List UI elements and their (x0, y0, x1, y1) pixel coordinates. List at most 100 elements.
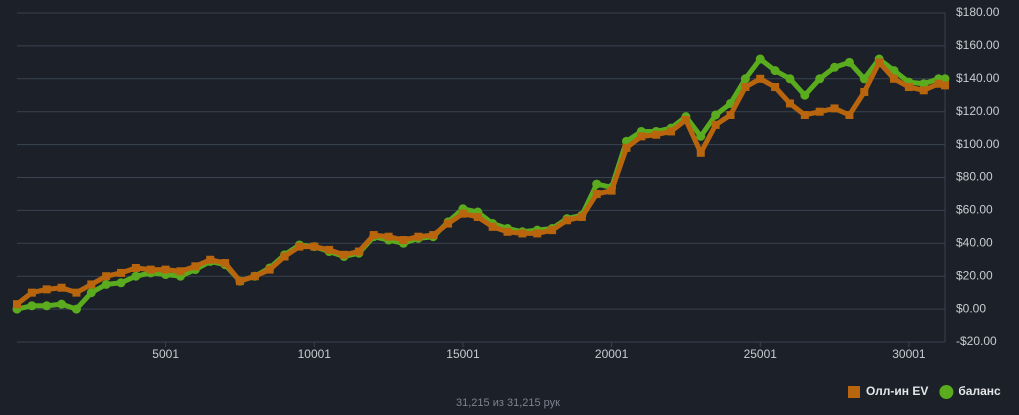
marker (518, 229, 527, 238)
marker (444, 219, 453, 228)
marker (533, 229, 542, 238)
marker (235, 277, 244, 286)
marker (399, 236, 408, 245)
marker (57, 283, 66, 292)
marker (72, 288, 81, 297)
legend-label: баланс (958, 384, 1001, 398)
y-tick-label: $120.00 (956, 104, 1000, 118)
y-tick-label: $80.00 (956, 170, 993, 184)
marker (726, 110, 735, 119)
marker (607, 186, 616, 195)
marker (87, 280, 96, 289)
y-tick-label: $100.00 (956, 137, 1000, 151)
marker (756, 74, 765, 83)
marker (42, 285, 51, 294)
marker (755, 54, 765, 64)
marker (785, 99, 794, 108)
marker (800, 110, 809, 119)
x-tick-label: 10001 (298, 347, 332, 361)
marker (845, 110, 854, 119)
marker (830, 104, 839, 113)
marker (27, 301, 37, 311)
marker (116, 278, 126, 288)
marker (310, 242, 319, 251)
x-tick-label: 30001 (892, 347, 926, 361)
legend-label: Олл-ин EV (866, 384, 928, 398)
marker (71, 304, 81, 314)
marker (503, 227, 512, 236)
marker (622, 143, 631, 152)
marker (860, 87, 869, 96)
x-tick-label: 20001 (595, 347, 629, 361)
marker (429, 231, 438, 240)
marker (934, 79, 943, 88)
marker (875, 58, 884, 67)
y-tick-label: $160.00 (956, 38, 1000, 52)
marker (815, 74, 825, 84)
marker (86, 288, 96, 298)
marker (488, 222, 497, 231)
marker (904, 83, 913, 92)
marker (57, 299, 67, 309)
marker (844, 57, 854, 67)
marker (696, 131, 706, 141)
marker (667, 127, 676, 136)
marker (548, 226, 557, 235)
marker (815, 107, 824, 116)
marker (696, 148, 705, 157)
marker (369, 231, 378, 240)
marker (919, 86, 928, 95)
marker (27, 288, 36, 297)
marker (354, 247, 363, 256)
marker (101, 279, 111, 289)
marker (295, 242, 304, 251)
marker (117, 268, 126, 277)
marker (458, 209, 467, 218)
marker (176, 267, 185, 276)
marker (919, 79, 929, 89)
marker (859, 74, 869, 84)
marker (830, 62, 840, 72)
legend-marker (939, 385, 954, 399)
marker (414, 232, 423, 241)
marker (711, 120, 720, 129)
marker (250, 272, 259, 281)
x-tick-label: 5001 (152, 347, 179, 361)
marker (102, 272, 111, 281)
marker (770, 66, 780, 76)
legend-marker (848, 386, 860, 398)
y-tick-label: $180.00 (956, 5, 1000, 19)
marker (740, 74, 750, 84)
line (16, 56, 945, 312)
marker (161, 265, 170, 274)
y-tick-label: $40.00 (956, 235, 993, 249)
x-tick-label: 25001 (744, 347, 778, 361)
marker (221, 259, 230, 268)
y-tick-label: $140.00 (956, 71, 1000, 85)
marker (741, 83, 750, 92)
marker (592, 189, 601, 198)
y-tick-label: $0.00 (956, 301, 986, 315)
line (15, 59, 946, 307)
series-square (13, 58, 949, 309)
marker (637, 132, 646, 141)
marker (562, 216, 571, 225)
marker (940, 74, 950, 84)
marker (131, 271, 141, 281)
marker (681, 115, 690, 124)
marker (340, 250, 349, 259)
marker (771, 83, 780, 92)
marker (711, 110, 721, 120)
hand-count: 31,215 из 31,215 рук (456, 397, 560, 409)
marker (325, 245, 334, 254)
marker (785, 74, 795, 84)
y-tick-label: $20.00 (956, 268, 993, 282)
marker (384, 232, 393, 241)
marker (592, 179, 602, 189)
marker (280, 252, 289, 261)
marker (941, 81, 949, 90)
marker (42, 301, 52, 311)
marker (191, 262, 200, 271)
